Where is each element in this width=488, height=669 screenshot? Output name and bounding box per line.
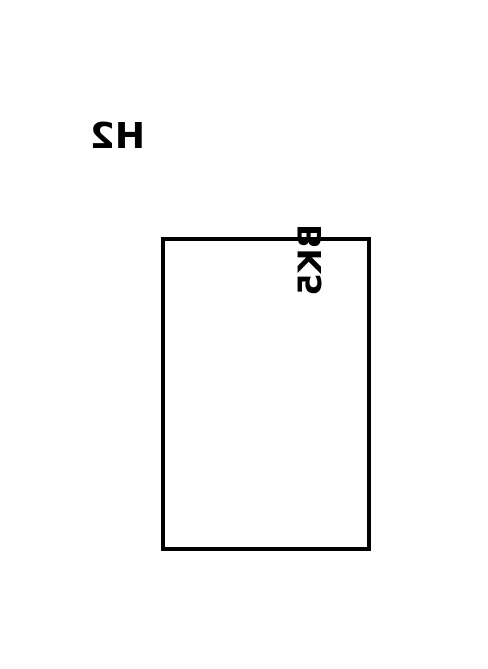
rect-label-group: BK5 bbox=[291, 224, 329, 295]
box-outline bbox=[161, 237, 371, 551]
top-label: H2 bbox=[90, 116, 145, 157]
rect-label: BK5 bbox=[291, 224, 329, 295]
top-label-group: H2 bbox=[90, 116, 145, 157]
